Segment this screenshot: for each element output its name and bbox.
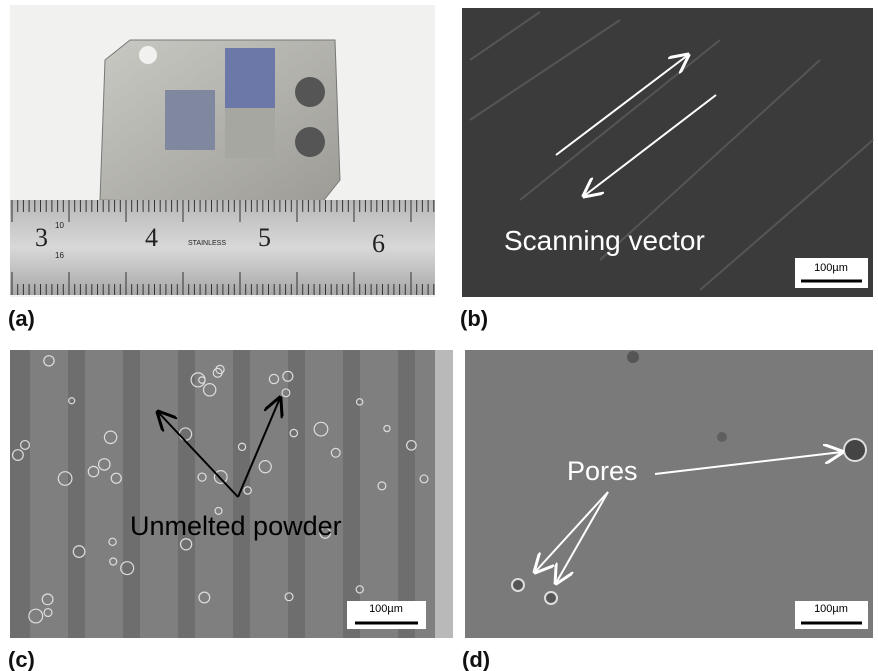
ruler-small: 16 [55,251,64,260]
panel-a: 3 4 5 6 10 16 STAINLESS (a) [8,5,435,331]
panel-c: Unmelted powder 100µm (c) [8,350,453,671]
annotation: Unmelted powder [130,511,342,541]
plate [100,40,340,205]
panel-b: Scanning vector 100µm (b) [460,8,873,331]
panel-label: (c) [8,647,35,671]
scale-text: 100µm [814,603,848,615]
hole [295,77,325,107]
decor [85,350,123,638]
pore [627,351,639,363]
panel-d: Pores 100µm (d) [462,350,873,671]
hole [295,127,325,157]
decor [195,350,233,638]
figure: 3 4 5 6 10 16 STAINLESS (a) Scanning vec… [0,0,878,671]
cube [225,48,275,108]
ruler-number: 3 [35,223,48,252]
decor [360,350,398,638]
cube-side [225,108,275,158]
ruler-number: 5 [258,223,271,252]
sem-image [465,350,873,638]
panel-label: (b) [460,306,488,331]
cube [165,90,215,150]
decor [415,350,453,638]
scale-text: 100µm [814,262,848,274]
ruler-number: 4 [145,223,158,252]
annotation: Scanning vector [504,225,705,256]
panel-label: (a) [8,306,35,331]
scale-text: 100µm [369,603,403,615]
hole [139,46,157,64]
pore [545,592,557,604]
pore [512,579,524,591]
pore [717,432,727,442]
decor [305,350,343,638]
decor [30,350,68,638]
decor [140,350,178,638]
annotation: Pores [567,456,638,486]
pore [844,439,866,461]
ruler-brand: STAINLESS [188,240,226,247]
panel-label: (d) [462,647,490,671]
ruler-small: 10 [55,221,64,230]
ruler-number: 6 [372,229,385,258]
